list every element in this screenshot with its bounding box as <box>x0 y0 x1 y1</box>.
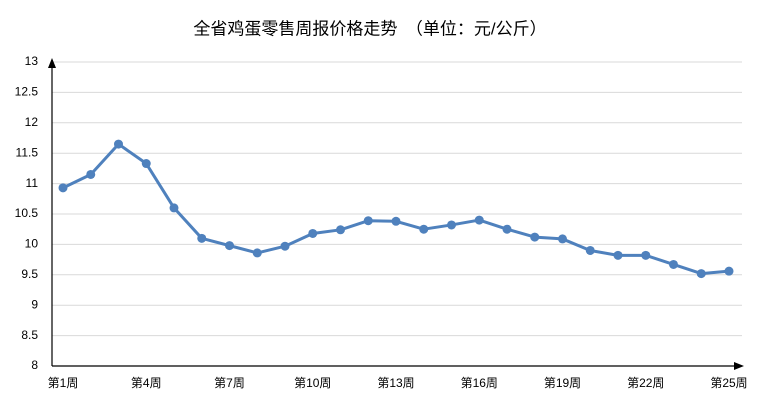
y-tick-label: 12.5 <box>15 85 39 99</box>
x-tick-label: 第4周 <box>131 376 162 390</box>
x-tick-label: 第19周 <box>544 376 581 390</box>
x-tick-label: 第10周 <box>294 376 331 390</box>
y-tick-label: 13 <box>25 54 39 68</box>
data-point <box>58 183 68 193</box>
data-point <box>197 233 207 243</box>
data-line <box>62 142 730 276</box>
chart-title: 全省鸡蛋零售周报价格走势 （单位：元/公斤） <box>193 19 546 38</box>
data-point <box>530 232 540 242</box>
data-point <box>336 225 345 235</box>
data-point <box>724 266 734 276</box>
x-tick-label: 第22周 <box>627 376 664 390</box>
y-tick-label: 12 <box>25 115 39 129</box>
x-tick-label: 第16周 <box>461 376 498 390</box>
data-point <box>280 241 290 251</box>
data-point <box>308 228 318 238</box>
data-point <box>141 159 151 169</box>
data-point <box>585 245 595 255</box>
y-tick-label: 8 <box>31 358 38 372</box>
data-point <box>391 216 401 226</box>
data-point <box>252 248 262 258</box>
data-point <box>363 216 373 226</box>
y-tick-label: 10.5 <box>15 206 39 220</box>
x-tick-label: 第1周 <box>48 376 79 390</box>
data-point <box>558 234 567 244</box>
data-point <box>669 259 678 269</box>
data-point <box>502 224 512 234</box>
y-tick-label: 9 <box>31 297 38 311</box>
y-tick-label: 9.5 <box>21 267 38 281</box>
y-axis-arrow <box>48 58 56 68</box>
x-tick-label: 第13周 <box>377 376 414 390</box>
data-point <box>114 139 123 149</box>
y-tick-label: 8.5 <box>21 328 38 342</box>
data-point <box>225 241 234 251</box>
x-tick-label: 第7周 <box>214 376 245 390</box>
data-point <box>447 220 456 230</box>
data-point <box>86 169 96 179</box>
data-point <box>169 203 179 213</box>
x-tick-label: 第25周 <box>710 376 747 390</box>
y-tick-label: 11.5 <box>16 145 39 159</box>
data-point <box>419 224 429 234</box>
data-point <box>474 215 484 225</box>
x-axis-arrow <box>734 362 744 370</box>
y-tick-label: 10 <box>25 237 39 251</box>
data-point <box>613 250 623 260</box>
y-tick-label: 11 <box>26 176 39 190</box>
data-point <box>641 250 651 260</box>
data-point <box>696 269 706 279</box>
